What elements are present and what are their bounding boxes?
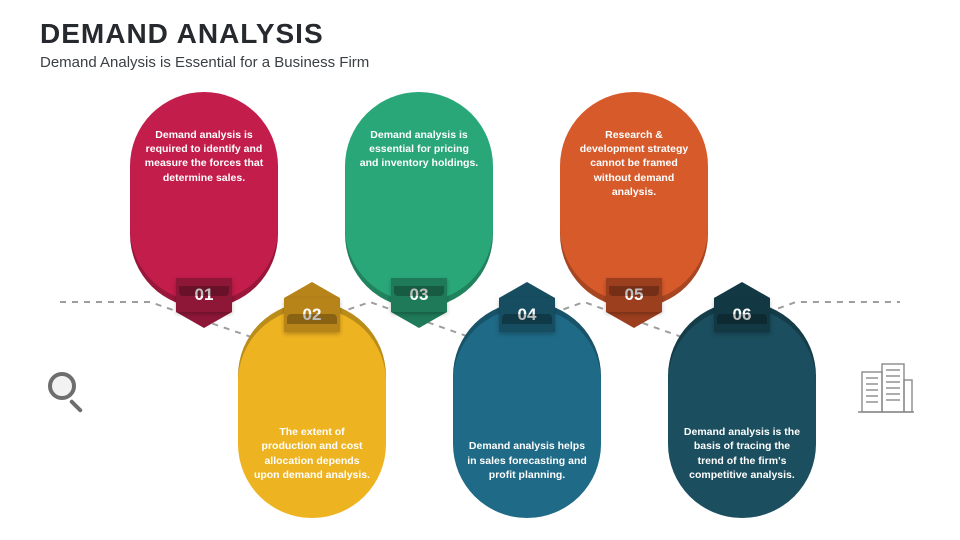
- page-title: DEMAND ANALYSIS: [40, 18, 920, 50]
- magnifier-icon: [48, 372, 92, 416]
- capsule-text-04: Demand analysis helps in sales forecasti…: [467, 439, 587, 482]
- infographic-stage: Demand analysis is required to identify …: [0, 90, 960, 520]
- building-icon: [856, 360, 916, 414]
- capsule-text-05: Research & development strategy cannot b…: [574, 128, 694, 199]
- capsule-02: The extent of production and cost alloca…: [238, 302, 386, 512]
- capsule-01: Demand analysis is required to identify …: [130, 98, 278, 308]
- header: DEMAND ANALYSIS Demand Analysis is Essen…: [0, 0, 960, 71]
- capsule-text-01: Demand analysis is required to identify …: [144, 128, 264, 185]
- badge-06: 06: [714, 282, 770, 332]
- badge-02: 02: [284, 282, 340, 332]
- capsule-text-03: Demand analysis is essential for pricing…: [359, 128, 479, 171]
- page-subtitle: Demand Analysis is Essential for a Busin…: [40, 54, 920, 71]
- capsule-04: Demand analysis helps in sales forecasti…: [453, 302, 601, 512]
- capsule-text-06: Demand analysis is the basis of tracing …: [682, 425, 802, 482]
- capsule-06: Demand analysis is the basis of tracing …: [668, 302, 816, 512]
- badge-04: 04: [499, 282, 555, 332]
- capsule-03: Demand analysis is essential for pricing…: [345, 98, 493, 308]
- capsule-05: Research & development strategy cannot b…: [560, 98, 708, 308]
- capsule-text-02: The extent of production and cost alloca…: [252, 425, 372, 482]
